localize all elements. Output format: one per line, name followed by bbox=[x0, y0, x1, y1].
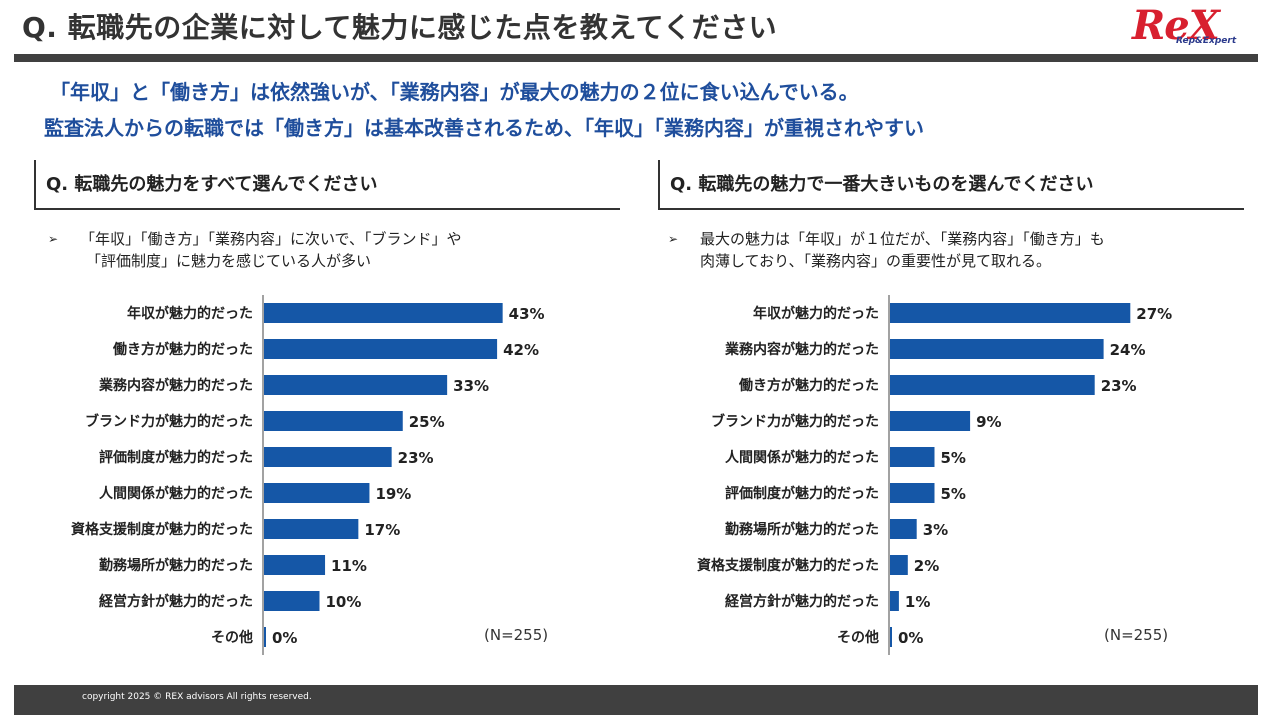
bar bbox=[264, 303, 503, 323]
bar bbox=[264, 627, 266, 647]
bar bbox=[264, 483, 370, 503]
logo-main-text: ReX bbox=[1132, 2, 1220, 49]
bar bbox=[264, 447, 392, 467]
right-question: Q. 転職先の魅力で一番大きいものを選んでください bbox=[670, 174, 1094, 195]
right-n-label: (N=255) bbox=[1104, 626, 1169, 644]
left-question: Q. 転職先の魅力をすべて選んでください bbox=[46, 174, 378, 195]
right-chart-svg: 年収が魅力的だった 27% 業務内容が魅力的だった 24% 働き方が魅力的だった 23% ブ… bbox=[697, 295, 1172, 655]
left-panel-underline bbox=[34, 208, 620, 210]
right-bullet-line-1: 最大の魅力は「年収」が１位だが、「業務内容」「働き方」も bbox=[700, 230, 1105, 248]
value-label: 24% bbox=[1110, 341, 1146, 359]
category-label: その他 bbox=[837, 629, 879, 646]
bar bbox=[890, 375, 1095, 395]
left-panel-vline bbox=[34, 160, 36, 210]
category-label: 評価制度が魅力的だった bbox=[99, 449, 253, 466]
left-chart-svg: 年収が魅力的だった 43% 働き方が魅力的だった 42% 業務内容が魅力的だった 33% ブ… bbox=[71, 295, 545, 655]
rex-logo: ReX Rep&Expert bbox=[1132, 2, 1242, 50]
category-label: ブランド力が魅力的だった bbox=[711, 413, 879, 430]
category-label: 働き方が魅力的だった bbox=[112, 341, 253, 358]
category-label: 年収が魅力的だった bbox=[753, 305, 879, 322]
right-bullet: ➢ 最大の魅力は「年収」が１位だが、「業務内容」「働き方」も 肉薄しており、「業… bbox=[668, 228, 1248, 274]
bar bbox=[264, 339, 498, 359]
headline-line-2: 監査法人からの転職では「働き方」は基本改善されるため、「年収」「業務内容」が重視… bbox=[44, 116, 924, 140]
category-label: その他 bbox=[211, 629, 253, 646]
bar bbox=[264, 555, 326, 575]
logo-sub-text: Rep&Expert bbox=[1176, 36, 1237, 46]
bar bbox=[890, 519, 917, 539]
footer-bar: copyright 2025 © REX advisors All rights… bbox=[14, 685, 1258, 715]
category-label: 人間関係が魅力的だった bbox=[725, 449, 879, 466]
bar bbox=[890, 339, 1104, 359]
value-label: 33% bbox=[453, 377, 489, 395]
category-label: 経営方針が魅力的だった bbox=[99, 593, 253, 610]
right-panel-vline bbox=[658, 160, 660, 210]
bar bbox=[264, 411, 403, 431]
value-label: 9% bbox=[976, 413, 1001, 431]
category-label: 勤務場所が魅力的だった bbox=[725, 521, 879, 538]
value-label: 5% bbox=[941, 449, 966, 467]
left-bar-chart: 年収が魅力的だった 43% 働き方が魅力的だった 42% 業務内容が魅力的だった 33% ブ… bbox=[20, 295, 620, 661]
bar bbox=[264, 519, 359, 539]
value-label: 0% bbox=[898, 629, 923, 647]
category-label: 人間関係が魅力的だった bbox=[99, 485, 253, 502]
bar bbox=[890, 483, 935, 503]
bar bbox=[890, 303, 1131, 323]
footer-copyright: copyright 2025 © REX advisors All rights… bbox=[82, 692, 312, 702]
value-label: 3% bbox=[923, 521, 948, 539]
bar bbox=[890, 411, 971, 431]
value-label: 10% bbox=[326, 593, 362, 611]
category-label: 勤務場所が魅力的だった bbox=[99, 557, 253, 574]
headline-line-1: 「年収」と「働き方」は依然強いが、「業務内容」が最大の魅力の２位に食い込んでいる… bbox=[50, 80, 859, 104]
left-bullet-line-1: 「年収」「働き方」「業務内容」に次いで、「ブランド」や bbox=[80, 230, 462, 248]
category-label: 働き方が魅力的だった bbox=[738, 377, 879, 394]
left-bullet-line-2: 「評価制度」に魅力を感じている人が多い bbox=[86, 252, 372, 270]
category-label: 経営方針が魅力的だった bbox=[725, 593, 879, 610]
bar bbox=[890, 627, 892, 647]
value-label: 25% bbox=[409, 413, 445, 431]
category-label: 資格支援制度が魅力的だった bbox=[697, 557, 879, 574]
bullet-arrow-icon: ➢ bbox=[48, 232, 59, 246]
value-label: 17% bbox=[364, 521, 400, 539]
value-label: 2% bbox=[914, 557, 939, 575]
category-label: 業務内容が魅力的だった bbox=[98, 377, 253, 394]
value-label: 23% bbox=[398, 449, 434, 467]
category-label: 資格支援制度が魅力的だった bbox=[71, 521, 253, 538]
page-title: Q. 転職先の企業に対して魅力に感じた点を教えてください bbox=[22, 11, 778, 44]
bar bbox=[264, 591, 320, 611]
bar bbox=[890, 591, 899, 611]
header-rule bbox=[14, 54, 1258, 62]
category-label: ブランド力が魅力的だった bbox=[85, 413, 253, 430]
left-n-label: (N=255) bbox=[484, 626, 549, 644]
bar bbox=[890, 555, 908, 575]
value-label: 27% bbox=[1136, 305, 1172, 323]
value-label: 23% bbox=[1101, 377, 1137, 395]
value-label: 1% bbox=[905, 593, 930, 611]
value-label: 43% bbox=[509, 305, 545, 323]
right-bar-chart: 年収が魅力的だった 27% 業務内容が魅力的だった 24% 働き方が魅力的だった 23% ブ… bbox=[640, 295, 1240, 661]
category-label: 評価制度が魅力的だった bbox=[725, 485, 879, 502]
left-bullet: ➢ 「年収」「働き方」「業務内容」に次いで、「ブランド」や 「評価制度」に魅力を… bbox=[48, 228, 608, 274]
category-label: 年収が魅力的だった bbox=[127, 305, 253, 322]
bar bbox=[264, 375, 448, 395]
right-panel-underline bbox=[658, 208, 1244, 210]
bar bbox=[890, 447, 935, 467]
value-label: 5% bbox=[941, 485, 966, 503]
right-bullet-line-2: 肉薄しており、「業務内容」の重要性が見て取れる。 bbox=[700, 252, 1052, 270]
value-label: 42% bbox=[503, 341, 539, 359]
value-label: 19% bbox=[375, 485, 411, 503]
bullet-arrow-icon: ➢ bbox=[668, 232, 679, 246]
value-label: 11% bbox=[331, 557, 367, 575]
category-label: 業務内容が魅力的だった bbox=[724, 341, 879, 358]
value-label: 0% bbox=[272, 629, 297, 647]
